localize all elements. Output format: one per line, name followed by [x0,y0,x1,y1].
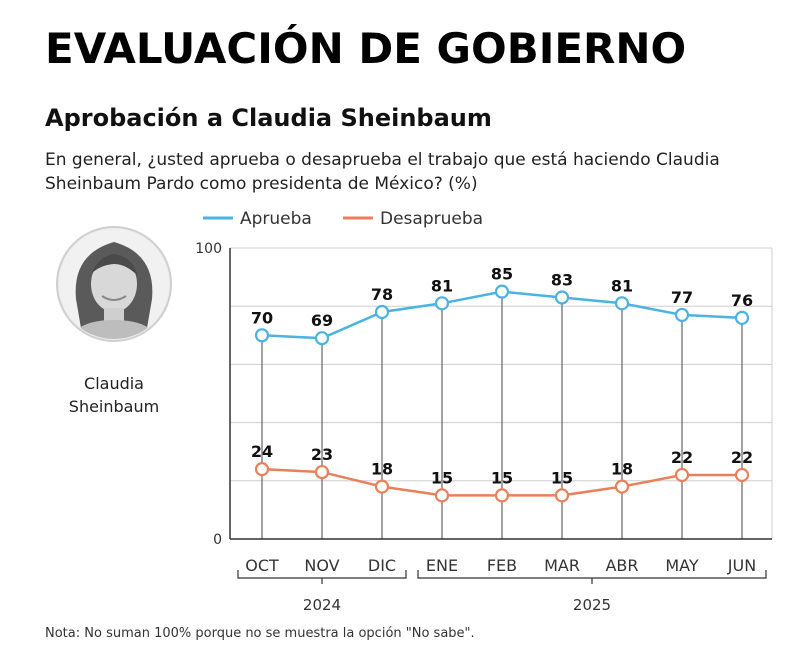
data-label: 78 [371,285,393,304]
person-name-first: Claudia [84,374,144,393]
y-tick-label: 0 [213,532,222,548]
year-label: 2025 [573,596,611,614]
legend-desaprueba-label: Desaprueba [380,209,483,229]
data-label: 69 [311,311,333,330]
x-tick-label: ABR [605,556,638,575]
x-tick-label: ENE [426,556,458,575]
data-point [614,479,630,494]
data-label: 24 [251,442,273,461]
data-point [494,284,510,299]
data-point [494,488,510,503]
data-point [734,467,750,483]
chart-subtitle: Aprobación a Claudia Sheinbaum [45,104,492,132]
x-tick-label: OCT [245,556,279,575]
data-point [674,307,690,323]
data-point [674,467,690,483]
year-label: 2024 [303,596,341,614]
x-tick-label: MAY [665,556,699,575]
data-label: 85 [491,265,513,284]
data-label: 15 [551,468,573,487]
y-axis: 0 100 [195,241,231,548]
x-tick-label: NOV [304,556,339,575]
data-label: 70 [251,308,273,327]
legend: Aprueba Desaprueba [203,209,483,229]
person-name-last: Sheinbaum [68,397,160,416]
data-point [314,331,330,346]
data-label: 15 [491,468,513,487]
year-bracket [237,570,407,584]
data-point [554,488,570,503]
survey-question: En general, ¿usted aprueba o desaprueba … [45,150,720,194]
data-label: 18 [611,460,633,479]
y-tick-label: 100 [195,241,222,257]
data-label: 81 [611,276,633,295]
data-label: 77 [671,288,693,307]
data-label: 18 [371,460,393,479]
legend-aprueba-label: Aprueba [240,209,312,229]
year-bracket [417,570,767,584]
data-label: 15 [431,468,453,487]
data-label: 23 [311,445,333,464]
portrait-avatar [56,226,172,342]
footnote: Nota: No suman 100% porque no se muestra… [45,626,475,641]
data-point [434,296,450,311]
data-point [254,462,270,477]
data-label: 81 [431,276,453,295]
x-axis: OCT NOV DIC ENE FEB MAR ABR MAY JUN 2024 2025 [230,538,772,614]
data-point [734,310,750,325]
data-label: 22 [671,448,693,467]
data-point [254,328,270,343]
x-tick-label: FEB [487,556,517,575]
data-point [614,296,630,311]
data-point [434,488,450,503]
person-name: Claudia Sheinbaum [44,372,184,418]
data-point [554,290,570,305]
series: 70 69 78 81 85 83 81 77 76 24 23 18 15 15 15 18 22 22 [251,265,753,503]
x-tick-label: MAR [544,556,580,575]
x-tick-label: JUN [727,556,756,575]
data-point [314,464,330,480]
page-title: EVALUACIÓN DE GOBIERNO [45,24,687,73]
data-label: 22 [731,448,753,467]
data-label: 76 [731,291,753,310]
data-point [374,479,390,494]
data-label: 83 [551,270,573,289]
x-tick-label: DIC [368,556,396,575]
data-point [374,304,390,320]
